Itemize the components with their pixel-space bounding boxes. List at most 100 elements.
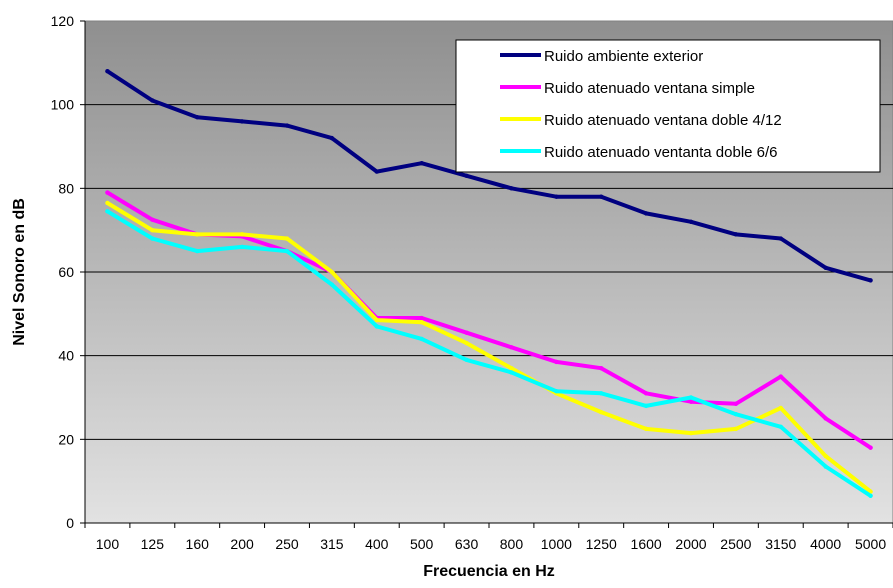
data-point [868, 278, 873, 283]
x-tick-label: 2000 [675, 536, 706, 552]
axes: 0 20 40 60 80 100 120 100 125 160 200 250 315 400 500 6… [51, 13, 893, 552]
data-point [599, 366, 604, 371]
data-point [329, 135, 335, 141]
data-point [374, 324, 379, 329]
y-tick-label: 60 [58, 264, 74, 280]
data-point [823, 265, 828, 271]
data-point [509, 345, 514, 350]
data-point [599, 409, 604, 415]
data-point [733, 401, 739, 406]
legend-label: Ruido atenuado ventana doble 4/12 [544, 112, 782, 129]
data-point [643, 426, 649, 432]
data-point [419, 336, 424, 342]
data-point [599, 391, 604, 396]
data-point [329, 282, 335, 287]
x-tick-label: 125 [141, 536, 165, 552]
data-point [643, 391, 649, 396]
data-point [150, 217, 155, 222]
y-tick-label: 40 [58, 348, 74, 364]
data-point [419, 320, 424, 325]
data-point [105, 200, 110, 206]
data-point [239, 244, 245, 250]
series-1 [105, 69, 873, 283]
x-tick-label: 315 [320, 536, 344, 552]
data-point [464, 330, 469, 335]
data-point [105, 69, 110, 74]
data-point [823, 416, 828, 421]
x-tick-label: 100 [96, 536, 120, 552]
data-point [464, 357, 469, 363]
data-point [195, 232, 200, 237]
x-tick-label: 250 [275, 536, 299, 552]
data-point [195, 248, 200, 254]
data-point [823, 453, 828, 459]
data-point [554, 389, 559, 394]
x-tick-label: 630 [455, 536, 479, 552]
data-point [688, 430, 694, 436]
data-point [733, 232, 739, 237]
x-tick-label: 160 [186, 536, 210, 552]
legend-label: Ruido atenuado ventanta doble 6/6 [544, 144, 778, 161]
y-tick-label: 80 [58, 180, 74, 196]
data-point [509, 370, 514, 375]
data-point [105, 190, 110, 195]
y-tick-label: 0 [66, 515, 74, 531]
data-point [643, 211, 649, 216]
data-point [823, 464, 828, 469]
data-point [419, 315, 424, 321]
data-point [733, 412, 739, 417]
data-point [509, 366, 514, 371]
x-tick-label: 1250 [586, 536, 617, 552]
legend-label: Ruido ambiente exterior [544, 48, 703, 65]
data-point [643, 403, 649, 409]
y-tick-label: 20 [58, 431, 74, 447]
x-tick-label: 1000 [541, 536, 572, 552]
legend-label: Ruido atenuado ventana simple [544, 80, 755, 97]
data-point [284, 236, 290, 241]
data-point [239, 232, 245, 237]
data-point [778, 374, 783, 379]
data-point [374, 317, 379, 323]
data-point [195, 115, 200, 120]
x-tick-label: 400 [365, 536, 389, 552]
data-point [554, 194, 559, 199]
legend: Ruido ambiente exterior Ruido atenuado ve… [455, 39, 881, 173]
data-point [464, 173, 469, 178]
data-point [778, 424, 783, 429]
data-point [868, 445, 873, 450]
y-axis-title: Nivel Sonoro en dB [11, 198, 28, 346]
data-point [688, 399, 694, 404]
data-point [239, 119, 245, 124]
data-point [554, 359, 559, 365]
x-tick-label: 3150 [765, 536, 796, 552]
x-tick-label: 200 [230, 536, 254, 552]
data-point [868, 493, 873, 499]
data-point [599, 194, 604, 199]
data-point [778, 405, 783, 411]
data-point [733, 426, 739, 432]
x-tick-label: 2500 [720, 536, 751, 552]
data-point [688, 219, 694, 224]
series-4 [105, 209, 873, 499]
x-tick-label: 1600 [631, 536, 662, 552]
series-line [105, 201, 873, 494]
data-point [150, 98, 155, 103]
data-point [329, 269, 335, 275]
data-point [509, 186, 514, 191]
x-tick-label: 5000 [855, 536, 886, 552]
data-point [374, 169, 379, 174]
data-point [150, 236, 155, 241]
data-point [105, 209, 110, 214]
data-point [284, 123, 290, 128]
data-point [778, 236, 783, 241]
data-point [150, 227, 155, 233]
x-tick-label: 500 [410, 536, 434, 552]
x-tick-label: 4000 [810, 536, 841, 552]
data-point [464, 340, 469, 346]
series-lines [105, 69, 873, 499]
data-point [284, 248, 290, 254]
x-tick-label: 800 [500, 536, 524, 552]
series-3 [105, 200, 873, 494]
